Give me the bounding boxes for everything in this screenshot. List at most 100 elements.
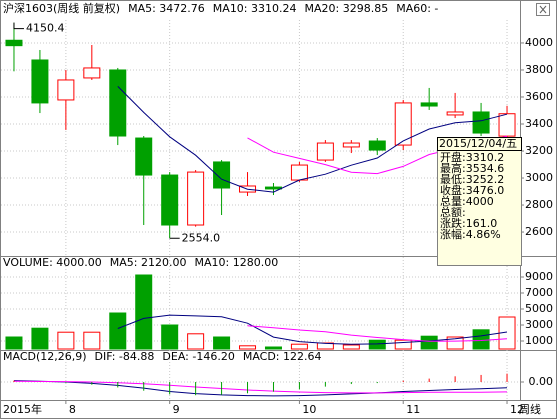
y-tick-label: 3000 [525, 171, 553, 184]
x-tick-label: 10 [302, 403, 316, 416]
legend-entry: MA60: - [396, 2, 438, 15]
tooltip-value: 3252.2 [466, 173, 505, 186]
tooltip-row: 收盘:3476.0 [440, 183, 504, 197]
tooltip-value: 161.0 [466, 217, 498, 230]
tooltip-value: 4000 [466, 195, 494, 208]
tooltip-label: 涨幅: [440, 228, 466, 241]
candle-body [213, 161, 231, 189]
candle-body [498, 113, 516, 137]
y-tick-label: 7000 [525, 286, 553, 299]
legend-entry: VOLUME: 4000.00 [3, 256, 102, 269]
period-label: 周线 [519, 402, 541, 416]
tooltip-label: 总量: [440, 194, 466, 208]
volume-bar [83, 331, 101, 350]
tooltip-header [437, 137, 522, 151]
candle-body [135, 137, 153, 176]
volume-ma-line [247, 325, 508, 342]
x-year-label: 2015年 [3, 402, 42, 416]
volume-bar [239, 345, 257, 350]
tooltip-value: 3310.2 [466, 151, 505, 164]
legend-entry: MA10: 3310.24 [213, 2, 297, 15]
candle-body [109, 69, 127, 137]
tooltip-label: 开盘: [440, 150, 466, 164]
y-tick-label: 1000 [525, 334, 553, 347]
tooltip-box [437, 137, 522, 266]
candle-body [161, 174, 179, 226]
candle-body [5, 39, 23, 47]
tooltip-row: 总额: [440, 205, 466, 219]
annotation: 2554.0 [182, 231, 221, 244]
macd-line [13, 380, 508, 394]
volume-bar [290, 343, 308, 350]
tooltip-row: 开盘:3310.2 [440, 150, 504, 164]
candle-body [57, 79, 75, 101]
volume-bar [264, 346, 282, 350]
y-tick-label: 3200 [525, 144, 553, 157]
tooltip-label: 最高: [440, 161, 466, 175]
tooltip-label: 总额: [440, 205, 466, 219]
volume-bar [57, 331, 75, 350]
candle-body [342, 142, 360, 148]
tooltip-row: 涨幅:4.86% [440, 228, 501, 241]
volume-bar [31, 327, 49, 350]
volume-bar [472, 329, 490, 350]
candle-body [187, 171, 205, 226]
candle-body [446, 111, 464, 116]
tooltip-value: 4.86% [466, 228, 501, 241]
x-tick-label: 9 [173, 403, 180, 416]
volume-bar [368, 339, 386, 350]
tooltip-row: 最高:3534.6 [440, 161, 504, 175]
volume-bar [109, 312, 127, 350]
tooltip-row: 总量:4000 [440, 194, 494, 208]
y-tick-label: 2800 [525, 198, 553, 211]
volume-bar [213, 336, 231, 350]
y-tick-label: 3600 [525, 90, 553, 103]
x-tick-label: 11 [406, 403, 420, 416]
y-tick-label: 0.00 [529, 375, 554, 388]
legend-entry: MA20: 3298.85 [305, 2, 389, 15]
ma-line [117, 86, 508, 193]
volume-bar [135, 274, 153, 350]
tooltip-row: 涨跌:161.0 [440, 216, 497, 230]
tooltip-label: 最低: [440, 173, 466, 186]
legend-entry: MACD: 122.64 [243, 350, 322, 363]
candle-body [420, 102, 438, 107]
candle-body [394, 102, 412, 146]
y-tick-label: 2600 [525, 225, 553, 238]
volume-bar [446, 336, 464, 350]
legend-entry: MACD(12,26,9) [3, 350, 87, 363]
y-tick-label: 3000 [525, 318, 553, 331]
volume-bar [161, 324, 179, 350]
volume-bar [394, 339, 412, 350]
legend-entry: MA5: 3472.76 [128, 2, 205, 15]
x-tick-label: 12 [510, 403, 524, 416]
y-tick-label: 4000 [525, 36, 553, 49]
tooltip-label: 涨跌: [440, 216, 466, 230]
legend-entry: DEA: -146.20 [162, 350, 234, 363]
legend-entry: DIF: -84.88 [95, 350, 155, 363]
annotation: 4150.4 [26, 22, 65, 35]
volume-bar [342, 344, 360, 350]
candle-body [316, 142, 334, 161]
close-icon [539, 5, 547, 14]
tooltip-value: 3476.0 [466, 184, 505, 197]
candle-body [290, 164, 308, 181]
y-tick-label: 9000 [525, 270, 553, 283]
volume-bar [5, 336, 23, 350]
y-tick-label: 3800 [525, 63, 553, 76]
volume-bar [187, 333, 205, 350]
legend-entry: MA10: 1280.00 [194, 256, 278, 269]
candle-body [264, 186, 282, 190]
tooltip-date: 2015/12/04/五 [439, 137, 517, 150]
candle-body [83, 67, 101, 79]
tooltip-row: 最低:3252.2 [440, 173, 504, 186]
annotation-leader [13, 22, 24, 30]
candle-body [31, 59, 49, 104]
volume-bar [420, 335, 438, 350]
x-tick-label: 8 [69, 403, 76, 416]
candle-body [472, 111, 490, 134]
candle-body [368, 140, 386, 151]
macd-line [13, 380, 508, 397]
y-tick-label: 3400 [525, 117, 553, 130]
